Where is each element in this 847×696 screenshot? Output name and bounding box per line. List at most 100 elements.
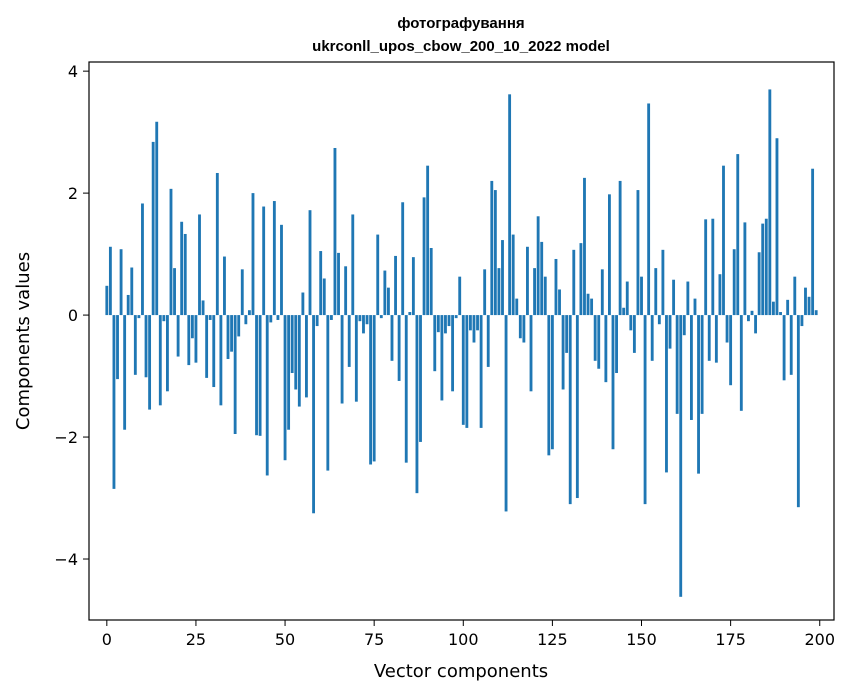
bar-133 [579, 243, 583, 316]
bar-150 [640, 276, 643, 316]
bar-73 [365, 315, 369, 325]
bar-122 [540, 241, 544, 316]
bar-172 [718, 274, 722, 316]
bar-21 [180, 221, 184, 316]
bar-132 [575, 315, 579, 499]
bar-82 [397, 315, 401, 381]
bar-126 [554, 258, 558, 316]
bar-44 [262, 206, 266, 316]
bar-163 [686, 281, 690, 316]
bar-121 [536, 216, 540, 316]
bar-35 [230, 315, 234, 352]
bar-191 [786, 299, 790, 316]
bar-147 [629, 315, 633, 331]
bar-107 [486, 315, 490, 367]
bar-117 [522, 315, 526, 343]
y-tick-label-0: −4 [54, 550, 78, 569]
bar-178 [739, 315, 743, 411]
bar-175 [729, 315, 733, 386]
bar-141 [608, 194, 611, 316]
bar-66 [340, 315, 344, 404]
bar-137 [593, 315, 597, 361]
bar-29 [208, 315, 212, 320]
bar-169 [707, 315, 711, 361]
bar-114 [511, 234, 515, 316]
bar-85 [408, 312, 412, 316]
bar-106 [483, 269, 487, 316]
bar-51 [287, 315, 291, 430]
bar-144 [618, 180, 622, 316]
y-tick-label-3: 2 [68, 184, 78, 203]
bar-96 [447, 315, 451, 327]
bar-128 [561, 315, 565, 390]
bar-197 [807, 296, 811, 316]
bar-162 [682, 315, 686, 336]
bar-90 [426, 165, 430, 316]
x-tick-label-6: 150 [626, 630, 657, 649]
bar-177 [736, 154, 740, 316]
bar-6 [126, 294, 130, 316]
bar-123 [543, 276, 547, 316]
bar-95 [444, 315, 447, 334]
bar-183 [757, 252, 761, 316]
x-axis-ticks: 0 25 50 75 100 125 150 175 200 [102, 620, 835, 649]
bar-4 [119, 249, 123, 316]
chart-title: фотографування [397, 15, 524, 32]
bar-94 [440, 315, 444, 401]
bar-28 [205, 315, 209, 378]
bar-3 [116, 315, 119, 380]
bar-41 [251, 193, 255, 316]
bar-10 [141, 203, 144, 316]
bar-157 [665, 315, 668, 473]
bar-93 [436, 315, 440, 333]
bar-68 [347, 315, 351, 367]
bar-116 [518, 315, 522, 339]
bar-196 [804, 287, 807, 316]
bar-187 [771, 301, 775, 316]
bar-45 [265, 315, 269, 476]
bar-70 [354, 315, 358, 402]
bar-136 [590, 298, 594, 316]
bar-50 [283, 315, 287, 461]
bar-42 [255, 315, 258, 436]
bar-27 [201, 300, 205, 316]
x-tick-label-3: 75 [364, 630, 384, 649]
y-axis-label: Components values [13, 252, 34, 430]
bar-142 [611, 315, 615, 450]
bar-124 [547, 315, 551, 456]
bar-105 [479, 315, 483, 428]
y-axis-ticks: −4 −2 0 2 4 [54, 62, 89, 569]
y-tick-label-1: −2 [54, 428, 78, 447]
bar-80 [390, 315, 394, 361]
bar-18 [169, 188, 173, 316]
bar-53 [294, 315, 298, 390]
bar-34 [226, 315, 230, 359]
bar-154 [654, 268, 658, 316]
bar-192 [789, 315, 793, 375]
bar-182 [754, 315, 757, 334]
bar-1 [108, 246, 112, 316]
bar-110 [497, 268, 501, 316]
bar-63 [329, 315, 333, 320]
bar-140 [604, 315, 608, 383]
bar-184 [761, 223, 765, 316]
bar-167 [700, 315, 704, 414]
bar-91 [429, 248, 433, 316]
bar-112 [504, 315, 508, 512]
y-tick-label-4: 4 [68, 62, 78, 81]
bar-22 [183, 233, 187, 316]
bar-174 [725, 315, 729, 343]
bar-109 [493, 190, 497, 316]
bar-127 [558, 289, 561, 316]
bar-181 [750, 310, 754, 316]
bar-113 [508, 94, 512, 316]
bar-186 [768, 89, 772, 316]
bar-87 [415, 315, 419, 494]
bar-134 [583, 177, 586, 316]
x-tick-label-4: 100 [448, 630, 479, 649]
bar-119 [529, 315, 533, 392]
bar-79 [387, 287, 390, 316]
bar-23 [187, 315, 191, 366]
bar-158 [668, 315, 672, 349]
bar-130 [568, 315, 572, 505]
